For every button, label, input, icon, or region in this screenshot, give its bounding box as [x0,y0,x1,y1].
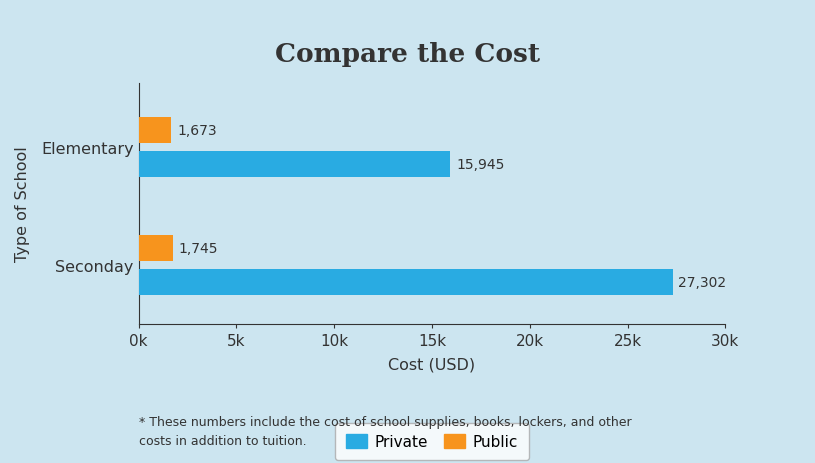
Bar [139,269,672,295]
Text: * These numbers include the cost of school supplies, books, lockers, and other
c: * These numbers include the cost of scho… [139,415,631,447]
Y-axis label: Type of School: Type of School [15,146,30,262]
Legend: Private, Public: Private, Public [335,423,529,460]
Bar [139,118,171,144]
X-axis label: Cost (USD): Cost (USD) [389,357,475,371]
Text: 1,745: 1,745 [178,242,218,256]
Bar [139,152,451,178]
Bar [139,236,173,262]
Text: Compare the Cost: Compare the Cost [275,42,540,67]
Text: 1,673: 1,673 [177,124,217,138]
Text: 27,302: 27,302 [678,275,726,289]
Text: 15,945: 15,945 [456,158,504,172]
